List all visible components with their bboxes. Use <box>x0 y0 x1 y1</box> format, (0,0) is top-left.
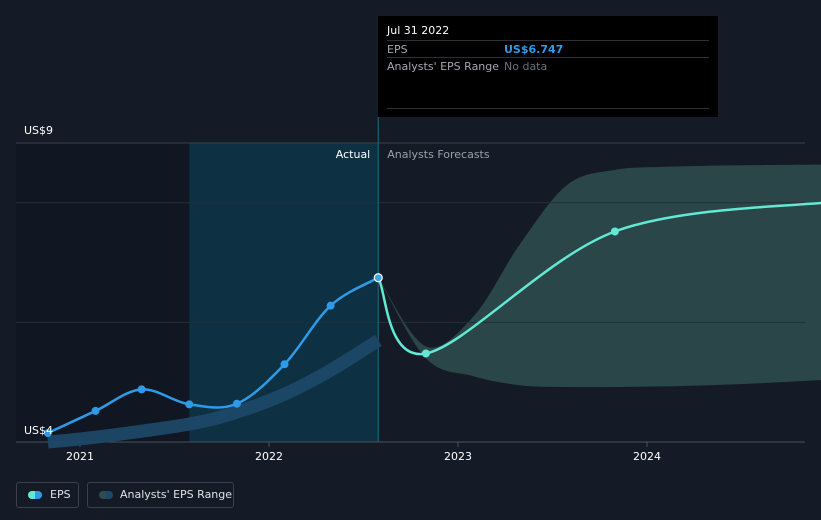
x-tick-label-2023: 2023 <box>444 450 472 463</box>
forecast-label: Analysts Forecasts <box>387 148 490 161</box>
tooltip: Jul 31 2022 EPS US$6.747 Analysts' EPS R… <box>378 16 718 117</box>
eps-actual-point <box>137 385 146 394</box>
eps-swatch-icon <box>28 491 42 499</box>
eps-actual-point <box>91 406 100 415</box>
tooltip-date: Jul 31 2022 <box>387 24 450 37</box>
eps-actual-point <box>326 301 335 310</box>
actual-label: Actual <box>336 148 370 161</box>
eps-forecast-line <box>377 201 821 356</box>
eps-actual-point <box>43 429 52 438</box>
x-tick-label-2024: 2024 <box>633 450 661 463</box>
legend-eps-label: EPS <box>50 488 71 501</box>
range-swatch-icon <box>99 491 113 499</box>
tooltip-range-row: Analysts' EPS Range No data <box>387 57 709 75</box>
past-region <box>16 143 190 442</box>
eps-actual-point <box>373 273 383 283</box>
tooltip-eps-row: EPS US$6.747 <box>387 40 709 58</box>
eps-actual-line <box>47 276 379 435</box>
tooltip-eps-label: EPS <box>387 43 408 56</box>
tooltip-range-value: No data <box>504 60 548 73</box>
y-tick-label-top: US$9 <box>24 124 53 137</box>
eps-forecast-point <box>421 349 430 358</box>
eps-actual-point <box>280 360 289 369</box>
eps-forecast-point <box>610 227 619 236</box>
legend-analysts-range[interactable]: Analysts' EPS Range <box>87 482 234 508</box>
tooltip-range-label: Analysts' EPS Range <box>387 60 500 73</box>
past-trend-band <box>47 334 382 449</box>
eps-actual-point <box>185 400 194 409</box>
legend-eps[interactable]: EPS <box>16 482 79 508</box>
x-tick-label-2021: 2021 <box>66 450 94 463</box>
tooltip-divider <box>387 108 709 109</box>
x-tick-label-2022: 2022 <box>255 450 283 463</box>
legend-range-label: Analysts' EPS Range <box>120 488 233 501</box>
y-tick-label-bottom: US$4 <box>24 424 53 437</box>
tooltip-eps-value: US$6.747 <box>504 43 564 56</box>
forecast-range-band <box>378 164 821 388</box>
eps-actual-point <box>232 399 241 408</box>
